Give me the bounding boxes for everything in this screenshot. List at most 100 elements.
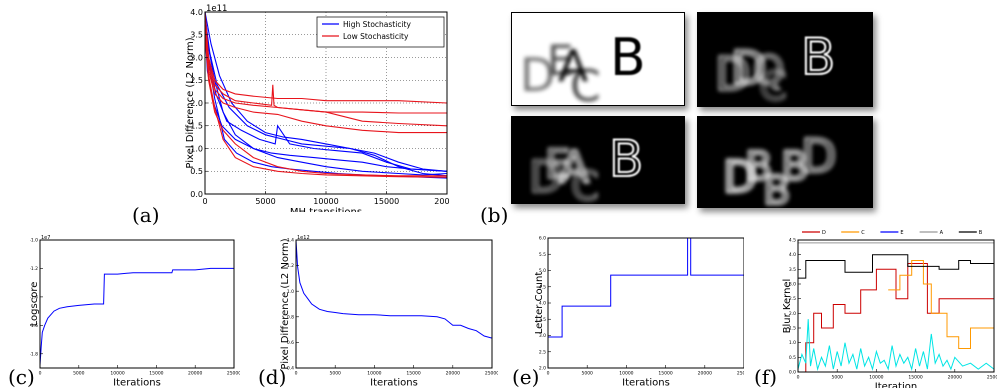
- y-tick-label: 1.5: [190, 122, 203, 131]
- chart-a: 0 5000 10000 15000 20000 0.0 0.5 1.0 1.5 2.0 2.5 3.…: [185, 4, 450, 212]
- y-tick-label: 2.0: [539, 366, 546, 372]
- plot-frame: [39, 239, 235, 369]
- svg-text:D: D: [731, 41, 766, 95]
- x-tick-label: 0: [547, 371, 550, 377]
- legend-label: A: [940, 230, 944, 236]
- x-tick-label: 5000: [831, 375, 843, 381]
- legend-label: High Stochasticity: [343, 20, 411, 29]
- x-tick-label: 15000: [406, 371, 420, 377]
- chart-c: 0 5000 10000 15000 20000 25000 -1.0 -1.2 -1.4 -1.…: [30, 235, 240, 389]
- y-tick-label: 1.0: [190, 144, 203, 153]
- y-tick-label: 2.5: [190, 76, 203, 85]
- chart-f: 0 5000 10000 15000 20000 25000 0.0 0.5 1.0 1.5 2.0…: [782, 230, 997, 389]
- y-tick-label: 3.5: [190, 31, 203, 40]
- x-tick-label: 0: [39, 371, 42, 377]
- y-tick-label: 4.5: [789, 238, 796, 244]
- panel-label-c: (c): [8, 365, 35, 389]
- series-line-c: [888, 260, 994, 349]
- x-tick-label: 5000: [329, 371, 341, 377]
- svg-text:B: B: [763, 168, 790, 208]
- legend-box: [316, 16, 445, 48]
- chart-e: 0 5000 10000 15000 20000 25000 2.0 2.5 3.0 3.5 4.0…: [534, 236, 744, 388]
- series-line-low-stochasticity: [204, 21, 447, 114]
- x-tick-label: 10000: [367, 371, 381, 377]
- panel-label-e: (e): [512, 365, 540, 389]
- y-tick-label: 1.4: [287, 238, 294, 244]
- plot-frame: [547, 237, 744, 369]
- series-line-0: [548, 237, 744, 338]
- series-line-0: [39, 267, 234, 366]
- y-tick-label: 6.0: [539, 236, 546, 242]
- panel-label-d: (d): [258, 365, 287, 389]
- svg-text:B: B: [745, 144, 772, 190]
- x-tick-label: 0: [295, 371, 298, 377]
- x-tick-label: 0: [202, 197, 207, 206]
- y-tick-label: 1.5: [789, 326, 796, 332]
- legend-label: E: [900, 230, 903, 236]
- series-line-high-stochasticity: [204, 16, 448, 172]
- chart-d: 0 5000 10000 15000 20000 25000 0.4 0.6 0.8 1.0 1.2…: [280, 235, 498, 389]
- y-tick-label: 5.5: [539, 252, 546, 258]
- y-tick-label: -1.4: [30, 294, 38, 300]
- x-axis-label: Iterations: [113, 378, 161, 389]
- plot-frame: [295, 239, 493, 369]
- y-tick-label: 0.6: [287, 340, 294, 346]
- svg-text:A: A: [559, 142, 589, 193]
- y-tick-label: 2.5: [789, 296, 796, 302]
- y-tick-label: 1.2: [287, 263, 294, 269]
- y-axis-label: Pixel Difference (L2 Norm): [185, 37, 196, 168]
- legend-label: D: [822, 230, 826, 236]
- svg-text:D: D: [715, 47, 750, 101]
- series-line-high-stochasticity: [204, 11, 448, 177]
- y-tick-label: -1.0: [30, 238, 38, 244]
- y-tick-label: 0.0: [190, 190, 203, 199]
- y-tick-label: 3.0: [789, 282, 796, 288]
- svg-text:B: B: [801, 28, 835, 86]
- series-line-low-stochasticity: [204, 25, 448, 178]
- axis-offset-label: 1e11: [206, 4, 227, 14]
- svg-text:D: D: [529, 152, 563, 203]
- series-group: [295, 239, 493, 339]
- y-tick-label: -1.2: [30, 266, 38, 272]
- y-tick-label: 0.8: [287, 314, 294, 320]
- svg-text:D: D: [520, 48, 555, 102]
- legend-label: Low Stochasticity: [343, 32, 409, 41]
- y-tick-label: 0.0: [789, 370, 796, 376]
- x-axis-label: Iteration: [875, 382, 917, 389]
- y-tick-label: 2.0: [190, 99, 203, 108]
- svg-text:D: D: [801, 129, 836, 183]
- svg-text:D: D: [723, 152, 757, 203]
- y-tick-label: 0.4: [287, 366, 294, 372]
- x-tick-label: 10000: [313, 197, 338, 206]
- series-line-high-stochasticity: [204, 21, 448, 172]
- legend-label: B: [979, 230, 983, 236]
- x-axis-label: Iterations: [370, 378, 418, 389]
- svg-text:C: C: [759, 64, 787, 107]
- y-tick-label: -1.6: [30, 323, 38, 329]
- x-tick-label: 20000: [188, 371, 202, 377]
- series-line-b: [798, 254, 994, 279]
- y-axis-label: Logscore: [30, 282, 40, 327]
- plot-frame: [797, 239, 995, 373]
- series-line-d: [798, 263, 994, 373]
- x-axis-label: MH transitions: [290, 207, 362, 212]
- series-group: [548, 237, 744, 338]
- panel-label-b: (b): [480, 203, 509, 227]
- rendered-image-top-left: D E A C B: [511, 12, 685, 106]
- y-tick-label: 3.0: [190, 53, 203, 62]
- rendered-image-bottom-left: D E A C B: [511, 116, 685, 204]
- y-tick-label: 4.0: [539, 301, 546, 307]
- y-tick-label: 2.0: [789, 311, 796, 317]
- svg-text:C: C: [571, 164, 599, 204]
- x-tick-label: 20000: [434, 197, 450, 206]
- series-group: [39, 267, 234, 366]
- x-tick-label: 25000: [737, 371, 744, 377]
- x-tick-label: 5000: [255, 197, 275, 206]
- x-tick-label: 20000: [446, 371, 460, 377]
- y-tick-label: 0.5: [789, 355, 796, 361]
- x-tick-label: 15000: [374, 197, 399, 206]
- series-line-low-stochasticity: [204, 16, 448, 127]
- x-tick-label: 20000: [698, 371, 712, 377]
- svg-text:B: B: [610, 28, 646, 88]
